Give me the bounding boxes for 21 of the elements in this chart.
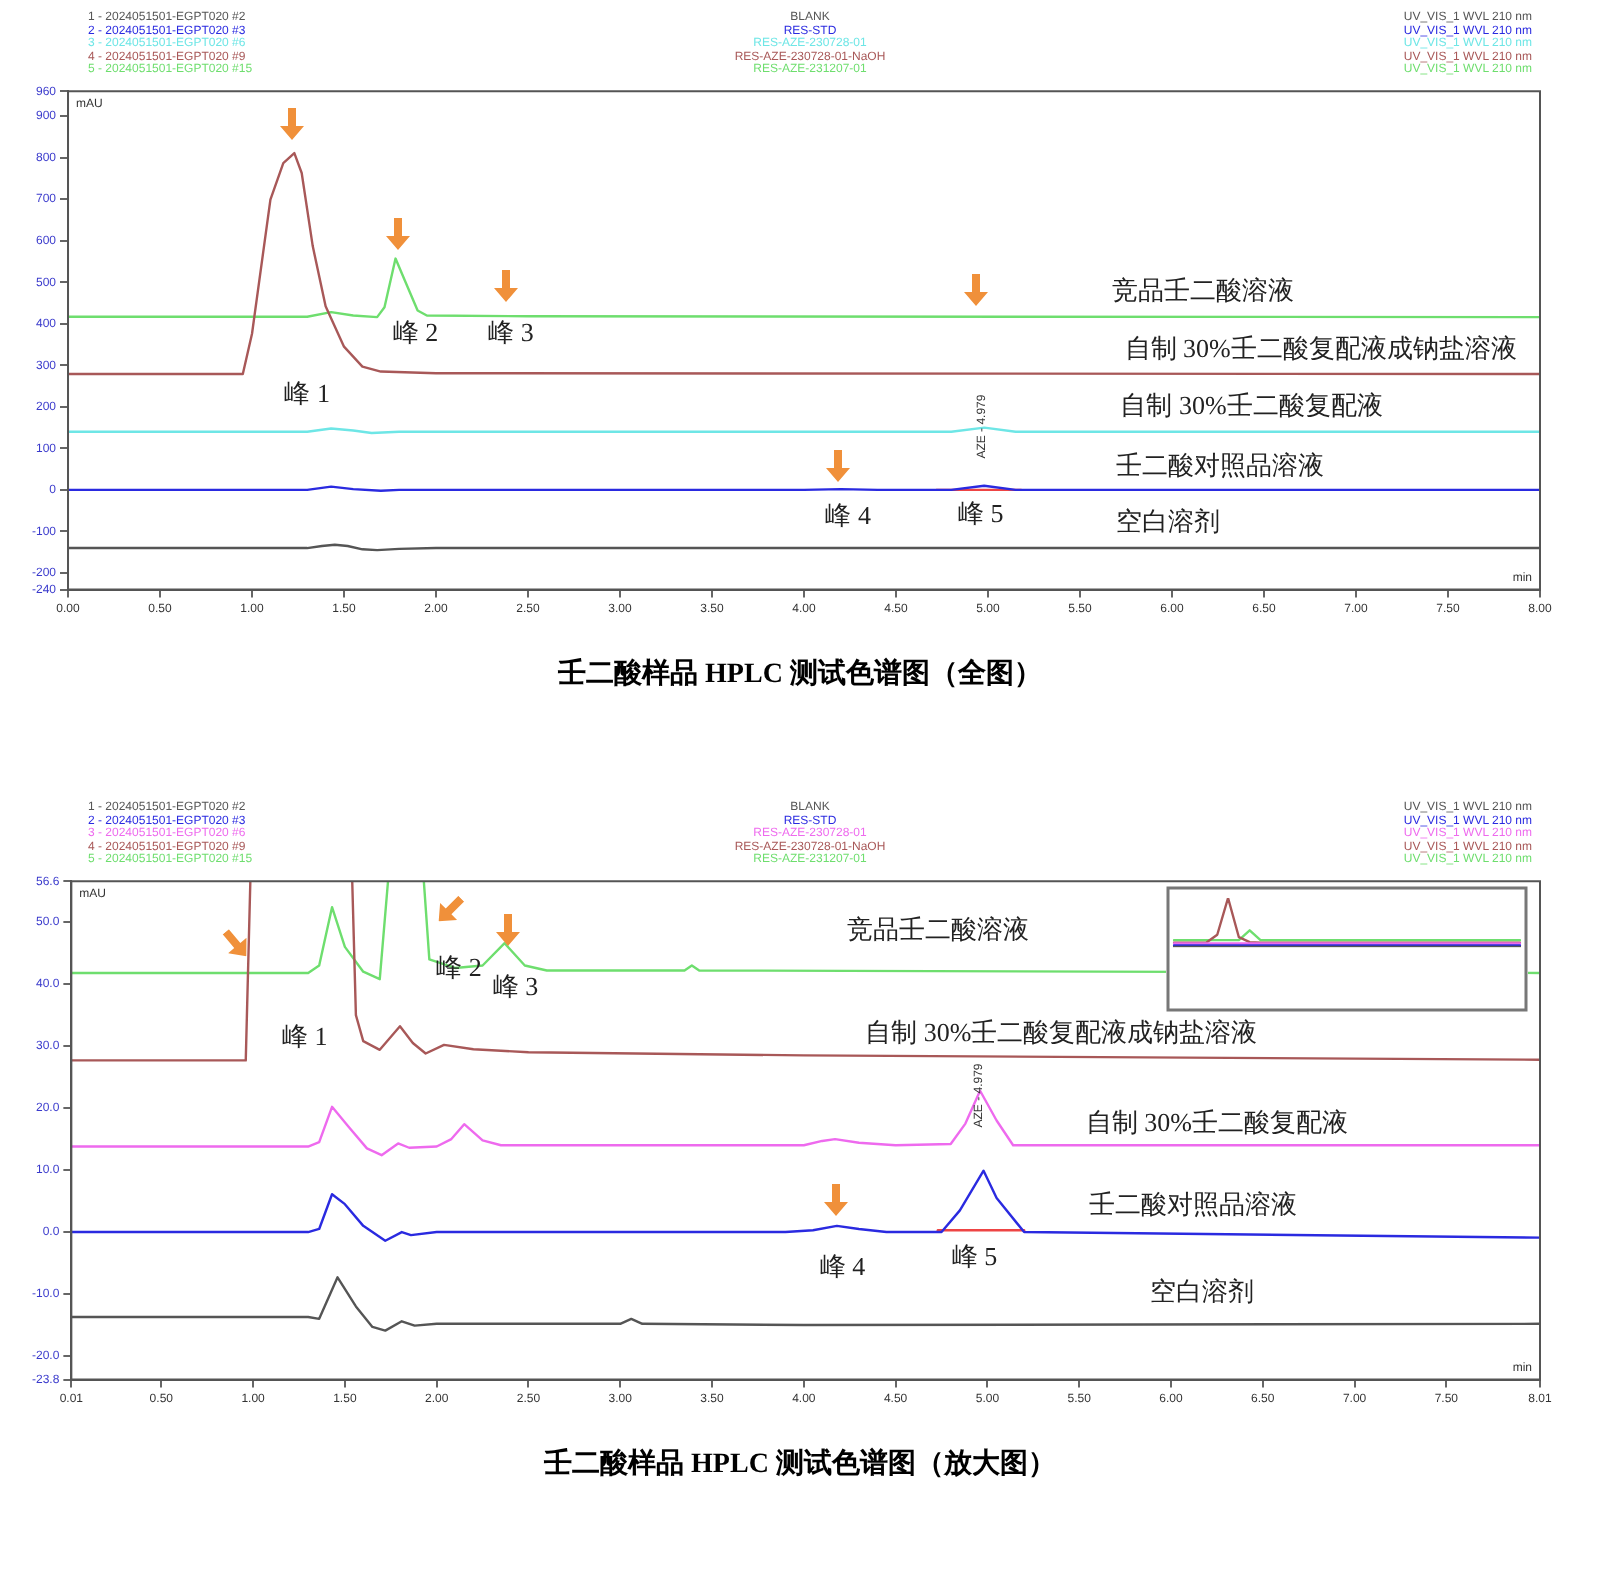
annotation: 竞品壬二酸溶液 <box>846 913 1029 944</box>
annotation: 峰 1 <box>282 1021 328 1052</box>
annotation: 空白溶剂 <box>1116 506 1221 537</box>
annotation: 竞品壬二酸溶液 <box>1111 274 1294 305</box>
annotation: 空白溶剂 <box>1150 1275 1255 1306</box>
annotation: 峰 1 <box>284 377 330 408</box>
text: 壬二酸样品 HPLC 测试色谱图（全图） <box>556 656 1044 692</box>
annotation: 壬二酸对照品溶液 <box>1115 449 1324 480</box>
annotation: 峰 3 <box>488 317 534 348</box>
annotation: 自制 30%壬二酸复配液成钠盐溶液 <box>865 1017 1258 1048</box>
annotation: 峰 5 <box>951 1240 998 1271</box>
annotation: 峰 4 <box>825 500 872 531</box>
annotation: 峰 3 <box>492 970 539 1001</box>
annotation: 自制 30%壬二酸复配液成钠盐溶液 <box>1124 333 1517 364</box>
annotation: 自制 30%壬二酸复配液 <box>1120 389 1383 420</box>
annotation: 自制 30%壬二酸复配液 <box>1085 1107 1348 1138</box>
annotation: 峰 4 <box>819 1251 867 1282</box>
annotation: 壬二酸对照品溶液 <box>1089 1189 1298 1220</box>
annotation: 峰 2 <box>392 317 439 348</box>
text: 壬二酸样品 HPLC 测试色谱图（放大图） <box>542 1446 1058 1482</box>
annotation: 峰 5 <box>957 498 1004 529</box>
